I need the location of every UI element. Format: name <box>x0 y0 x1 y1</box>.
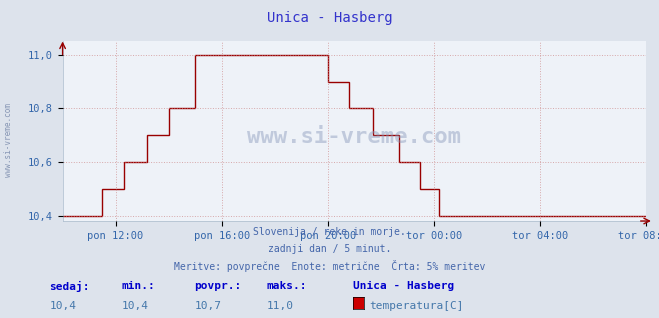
Text: www.si-vreme.com: www.si-vreme.com <box>247 127 461 147</box>
Text: zadnji dan / 5 minut.: zadnji dan / 5 minut. <box>268 244 391 254</box>
Text: temperatura[C]: temperatura[C] <box>369 301 463 310</box>
Text: 10,4: 10,4 <box>122 301 149 310</box>
Text: sedaj:: sedaj: <box>49 281 90 293</box>
Text: povpr.:: povpr.: <box>194 281 242 291</box>
Text: 11,0: 11,0 <box>267 301 294 310</box>
Text: Slovenija / reke in morje.: Slovenija / reke in morje. <box>253 227 406 237</box>
Text: 10,7: 10,7 <box>194 301 221 310</box>
Text: www.si-vreme.com: www.si-vreme.com <box>4 103 13 177</box>
Text: Unica - Hasberg: Unica - Hasberg <box>353 281 454 292</box>
Text: min.:: min.: <box>122 281 156 291</box>
Text: maks.:: maks.: <box>267 281 307 291</box>
Text: 10,4: 10,4 <box>49 301 76 310</box>
Text: Unica - Hasberg: Unica - Hasberg <box>267 11 392 25</box>
Text: Meritve: povprečne  Enote: metrične  Črta: 5% meritev: Meritve: povprečne Enote: metrične Črta:… <box>174 260 485 273</box>
